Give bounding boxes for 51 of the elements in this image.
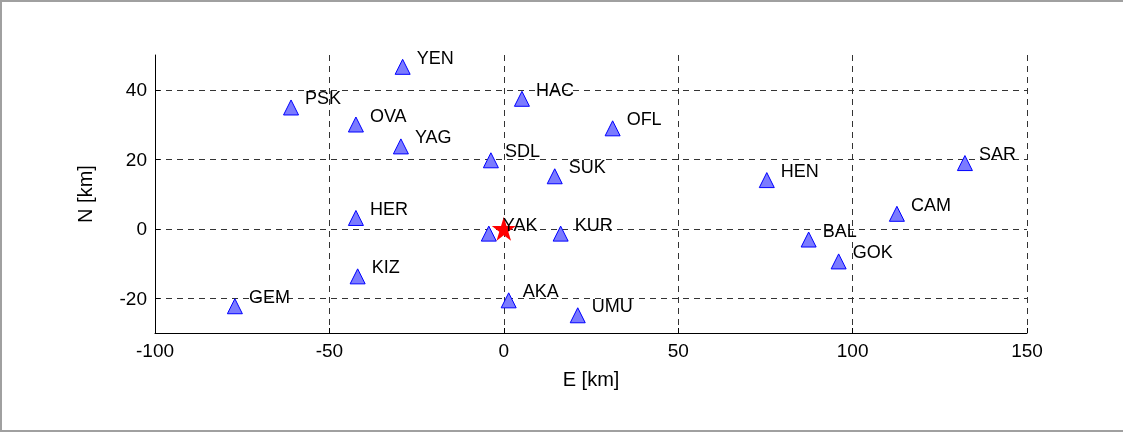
annotation: UMU: [591, 296, 633, 317]
annotation: YAG: [414, 127, 452, 148]
point: [480, 225, 497, 242]
point: [956, 155, 973, 172]
y-tick-label: 20: [125, 148, 147, 170]
point: [347, 209, 364, 226]
x-tick-label: 0: [498, 340, 510, 361]
y-axis-title: N [km]: [74, 165, 96, 223]
annotation: YEN: [416, 47, 454, 68]
x-tick-label: 100: [836, 340, 869, 361]
point: [830, 253, 847, 270]
point: [392, 138, 409, 155]
x-tick-label: 150: [1011, 340, 1043, 361]
point: [349, 268, 366, 285]
point: [394, 58, 411, 75]
annotation: OVA: [369, 105, 407, 126]
point: [800, 231, 817, 248]
annotation: SAR: [978, 144, 1016, 165]
annotation: HER: [369, 198, 408, 219]
point: [347, 116, 364, 133]
annotation: GEM: [248, 287, 290, 308]
point: [888, 205, 905, 222]
annotation: SUK: [568, 157, 606, 178]
point: [513, 90, 530, 107]
annotation: AKA: [522, 281, 559, 302]
annotation: HAC: [535, 79, 574, 100]
point: [569, 307, 586, 324]
point: [482, 152, 499, 169]
annotation: PSK: [305, 88, 342, 109]
point: [283, 99, 300, 116]
annotation: CAM: [910, 194, 951, 215]
point: [604, 120, 621, 137]
point: [758, 172, 775, 189]
point: [226, 298, 243, 315]
annotation: HEN: [780, 161, 819, 182]
annotation: KIZ: [371, 257, 400, 278]
x-tick-label: -100: [135, 340, 175, 361]
annotation: BAL: [822, 220, 857, 241]
x-tick-label: -50: [315, 340, 344, 361]
y-tick-label: 40: [125, 79, 147, 101]
x-tick-label: 50: [667, 340, 689, 361]
annotation: GOK: [852, 242, 893, 263]
annotation: KUR: [574, 214, 613, 235]
annotation: OFL: [626, 109, 662, 130]
point: [552, 225, 569, 242]
y-tick-label: -20: [119, 287, 147, 309]
annotation: SDL: [504, 141, 540, 162]
point: [500, 292, 517, 309]
point: [546, 168, 563, 185]
y-tick-label: 0: [136, 218, 147, 240]
x-axis-title: E [km]: [562, 368, 620, 390]
